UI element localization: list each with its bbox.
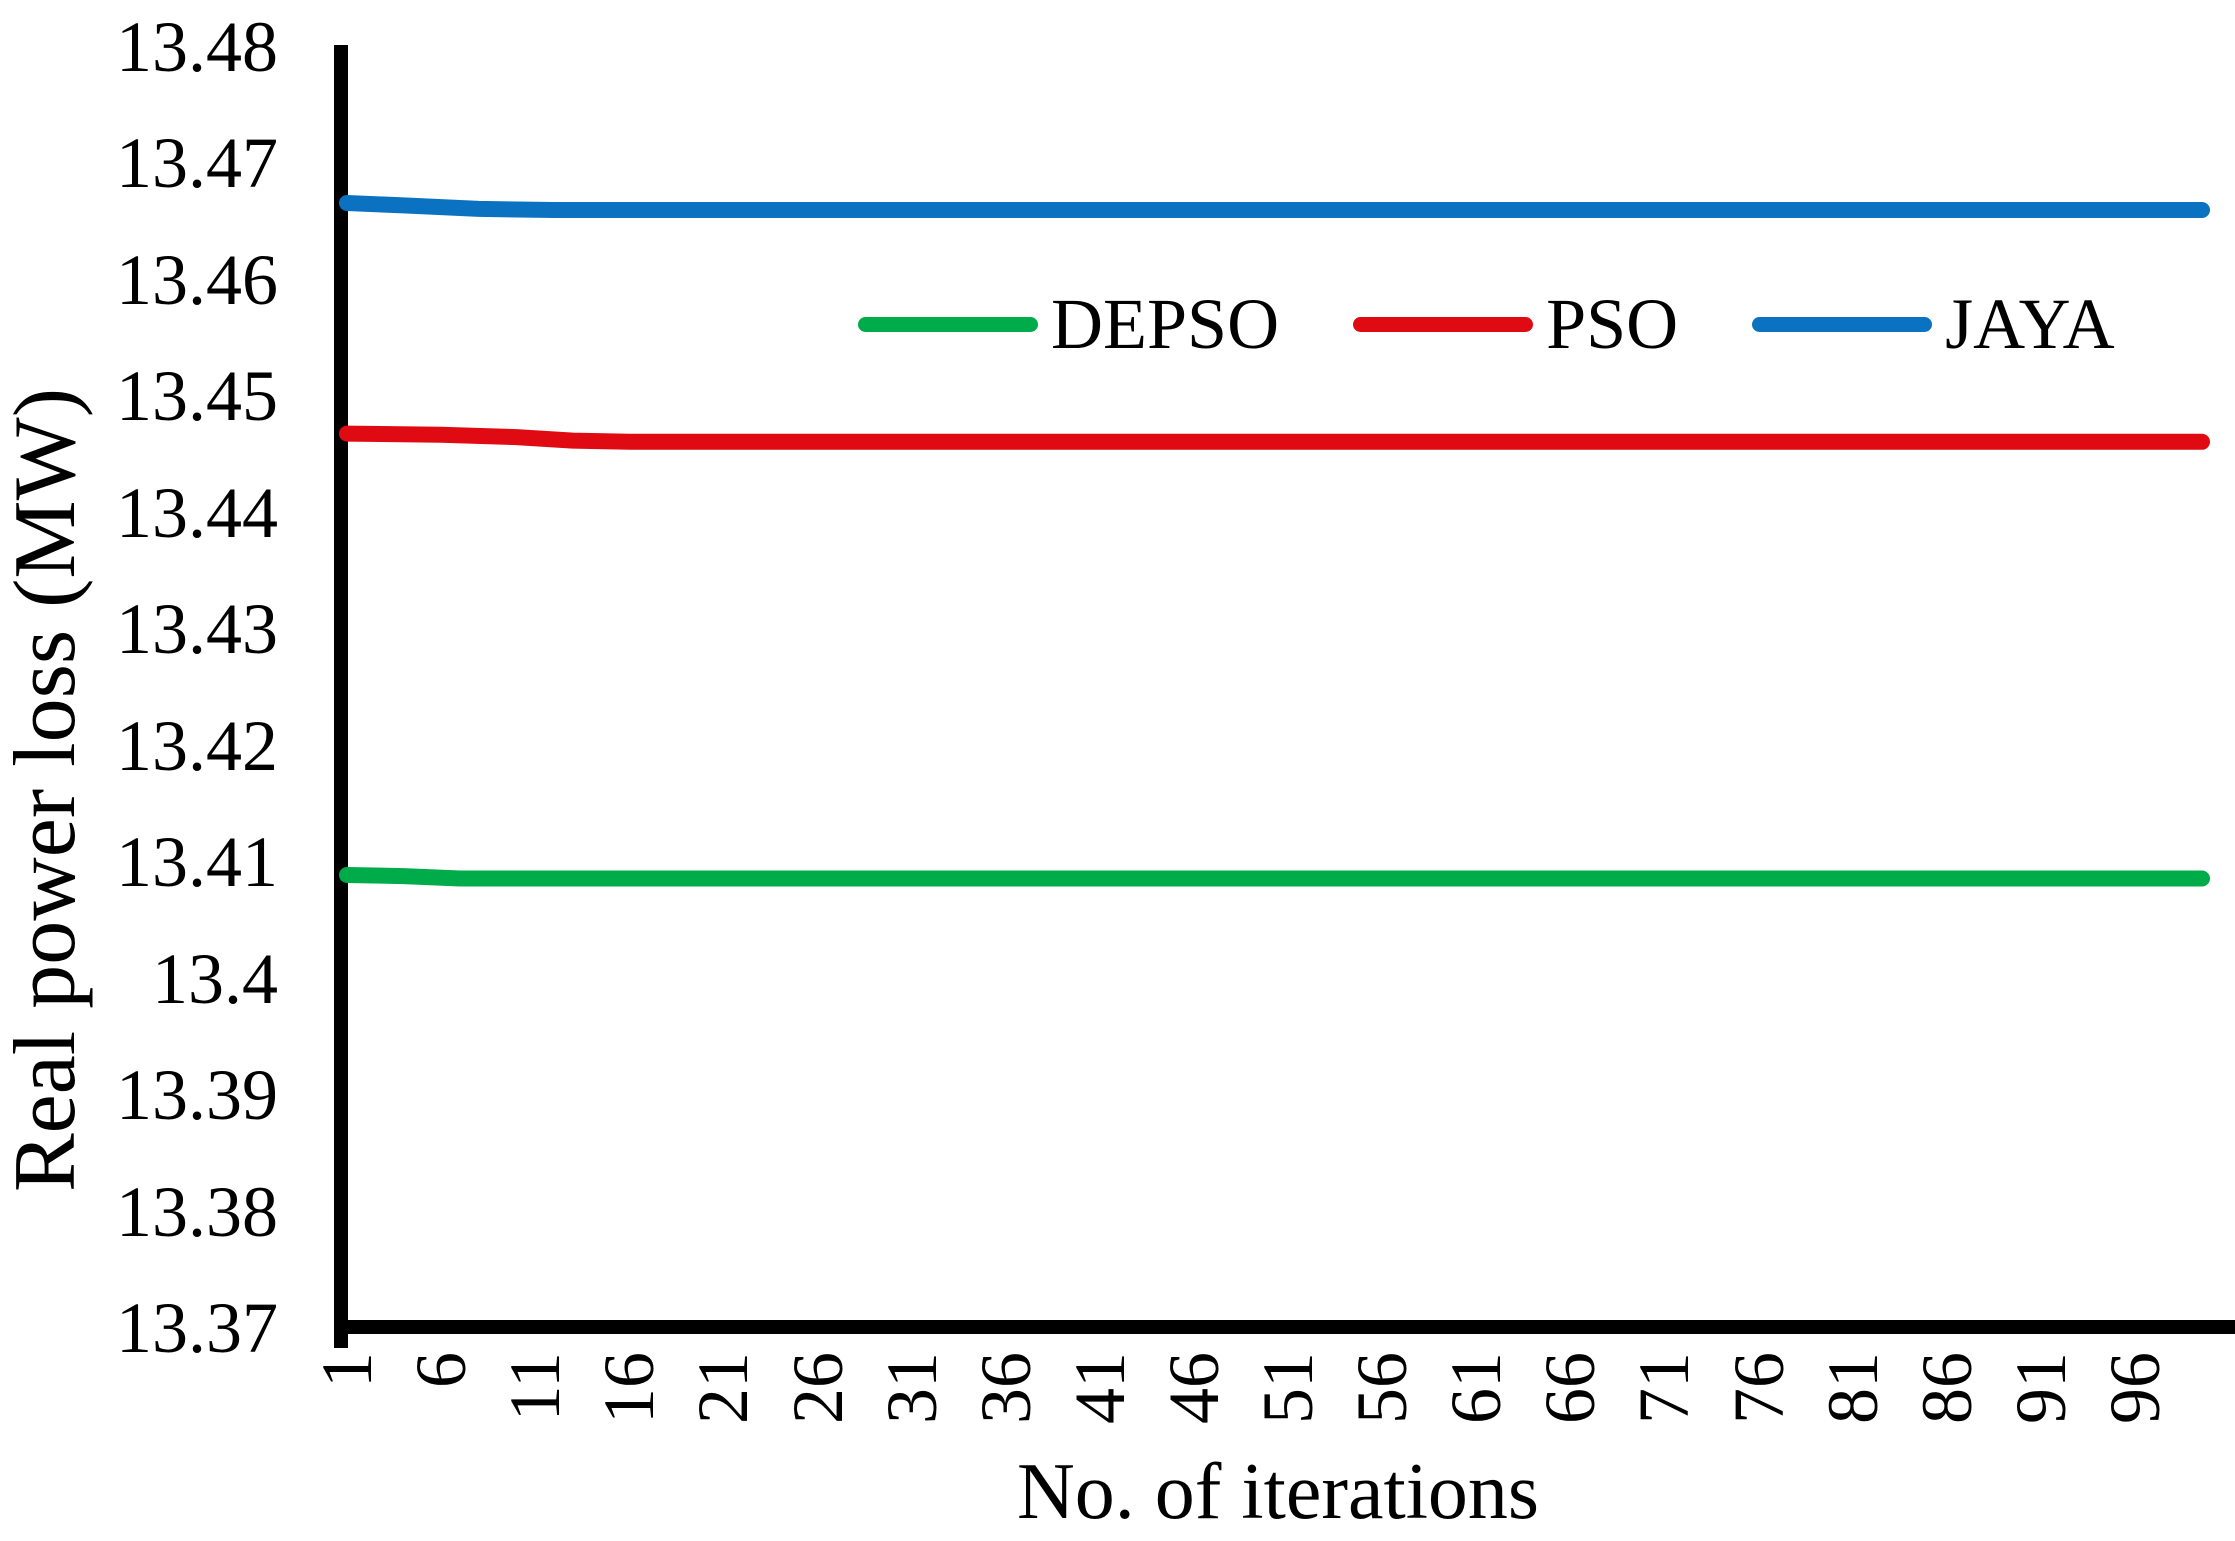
- legend-label: JAYA: [1945, 284, 2115, 364]
- y-tick-label: 13.37: [116, 1287, 278, 1368]
- y-tick-label: 13.47: [116, 123, 278, 204]
- legend-line-swatch: [1353, 316, 1534, 332]
- y-tick-label: 13.41: [116, 822, 278, 903]
- x-tick-label: 11: [495, 1352, 576, 1422]
- legend-line-swatch: [858, 316, 1038, 332]
- legend-label: PSO: [1546, 284, 1679, 364]
- y-tick-label: 13.43: [116, 589, 278, 670]
- y-tick-label: 13.42: [116, 705, 278, 786]
- x-tick-label: 56: [1342, 1352, 1423, 1424]
- x-tick-label: 36: [965, 1352, 1046, 1424]
- x-tick-label: 61: [1436, 1352, 1517, 1424]
- x-tick-label: 86: [1906, 1352, 1987, 1424]
- x-tick-label: 66: [1530, 1352, 1611, 1424]
- x-tick-label: 91: [2000, 1352, 2081, 1424]
- x-tick-label: 31: [871, 1352, 952, 1424]
- x-tick-label: 51: [1248, 1352, 1328, 1424]
- legend-item-JAYA[interactable]: JAYA: [1752, 284, 2115, 364]
- x-tick-label: 71: [1624, 1352, 1705, 1424]
- x-tick-label: 81: [1812, 1352, 1893, 1424]
- x-tick-label: 16: [589, 1352, 670, 1424]
- series-line-PSO: [339, 425, 2210, 450]
- x-tick-label: 76: [1718, 1352, 1799, 1424]
- y-tick-label: 13.39: [116, 1055, 278, 1136]
- y-tick-label: 13.38: [116, 1171, 278, 1252]
- legend-item-PSO[interactable]: PSO: [1353, 288, 1678, 360]
- y-tick-label: 13.45: [116, 356, 278, 437]
- x-tick-label: 96: [2094, 1352, 2175, 1424]
- y-tick-label: 13.48: [116, 7, 278, 87]
- series-line-JAYA: [339, 195, 2210, 218]
- x-tick-label: 6: [401, 1352, 482, 1388]
- legend-label: DEPSO: [1051, 284, 1280, 364]
- y-axis-line: [334, 45, 348, 1348]
- x-tick-label: 21: [683, 1352, 764, 1424]
- x-axis-title: No. of iterations: [1016, 1448, 1540, 1536]
- x-tick-label: 1: [307, 1352, 387, 1388]
- legend-line-swatch: [1752, 316, 1933, 332]
- y-tick-label: 13.46: [116, 239, 278, 320]
- x-tick-label: 41: [1059, 1352, 1140, 1424]
- x-tick-label: 26: [777, 1352, 858, 1424]
- x-axis-line: [334, 1320, 2235, 1334]
- legend: DEPSO PSO JAYA: [858, 288, 2115, 360]
- y-tick-label: 13.4: [152, 938, 278, 1019]
- legend-item-DEPSO[interactable]: DEPSO: [858, 288, 1279, 360]
- y-tick-label: 13.44: [116, 472, 278, 553]
- x-tick-label: 46: [1153, 1352, 1234, 1424]
- series-line-DEPSO: [339, 867, 2210, 887]
